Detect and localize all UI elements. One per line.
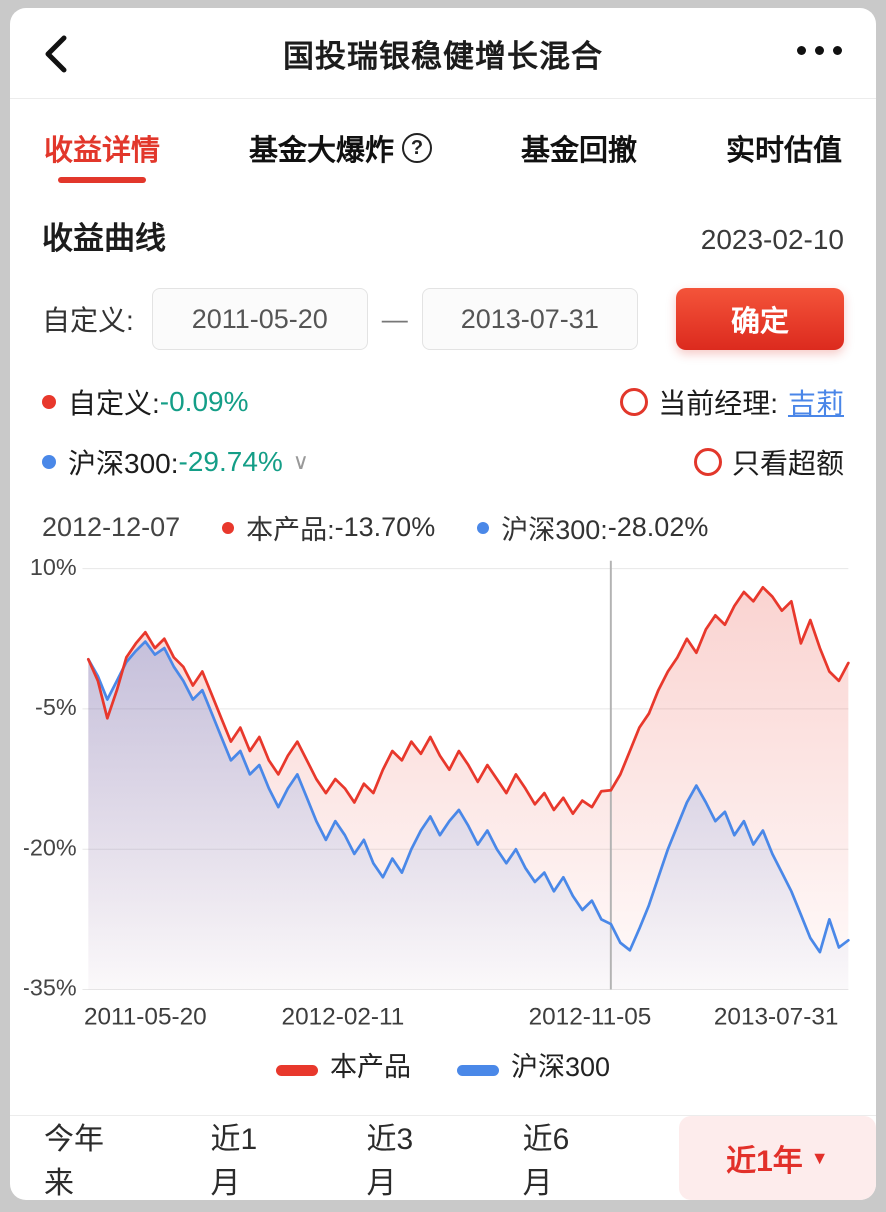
svg-text:2012-11-05: 2012-11-05 [529,1004,652,1031]
page-title: 国投瑞银稳健增长混合 [283,38,603,74]
manager-label: 当前经理: [658,388,778,419]
current-manager-radio[interactable] [620,388,649,416]
chart-legend: 本产品 沪深300 [10,1045,876,1084]
line-chart-svg[interactable]: 10% -5% -20% -35% 2011-05-20 2012-02-11 2012-1… [22,553,862,1036]
header-divider [10,98,876,99]
tooltip-product-value: -13.70% [334,512,436,542]
blue-dot-icon [477,521,490,534]
index-legend-swatch [456,1065,499,1077]
product-legend-swatch [275,1065,318,1077]
custom-range-row: 自定义: 2011-05-20 — 2013-07-31 确定 [10,258,876,350]
period-6m[interactable]: 近6月 [522,1123,570,1200]
red-dot-icon [222,521,235,534]
svg-text:2012-02-11: 2012-02-11 [282,1004,405,1031]
help-icon[interactable]: ? [402,133,432,163]
custom-return-label: 自定义: [68,388,160,419]
dropdown-arrow-icon: ▼ [810,1147,829,1168]
period-1y[interactable]: 近1年 ▼ [678,1116,876,1200]
tooltip-index-value: -28.02% [607,512,709,542]
tooltip-product-label: 本产品: [246,515,335,545]
tab-fund-drawdown[interactable]: 基金回撤 [520,135,637,167]
svg-text:2011-05-20: 2011-05-20 [84,1004,207,1031]
more-menu-icon[interactable] [797,46,842,55]
index-legend-label: 沪深300 [510,1052,611,1083]
back-icon[interactable] [36,32,76,76]
start-date-input[interactable]: 2011-05-20 [151,288,368,350]
tab-bar: 收益详情 基金大爆炸 ? 基金回撤 实时估值 [10,99,876,187]
period-3m[interactable]: 近3月 [366,1123,414,1200]
tab-income-detail[interactable]: 收益详情 [44,117,160,183]
range-dash: — [381,303,408,334]
period-1m[interactable]: 近1月 [210,1123,258,1200]
crosshair-tooltip: 2012-12-07 本产品: -13.70% 沪深300: -28.02% [10,508,876,547]
performance-chart[interactable]: 10% -5% -20% -35% 2011-05-20 2012-02-11 2012-1… [10,547,876,1041]
index-return-value: -29.74% [178,446,283,477]
svg-text:10%: 10% [30,554,77,580]
svg-text:-20%: -20% [24,834,77,860]
index-return-label: 沪深300: [68,448,179,479]
red-dot-icon [42,395,56,409]
tab-realtime-estimate[interactable]: 实时估值 [725,135,842,167]
section-title: 收益曲线 [42,221,166,256]
end-date-input[interactable]: 2013-07-31 [421,288,638,350]
svg-text:-5%: -5% [35,694,77,720]
chevron-down-icon[interactable]: ∨ [292,449,309,474]
blue-dot-icon [42,455,56,469]
custom-return-value: -0.09% [159,386,249,417]
svg-text:2013-07-31: 2013-07-31 [714,1004,839,1031]
tooltip-index-label: 沪深300: [501,515,608,545]
legend-row-index: 沪深300: -29.74% ∨ 只看超额 [10,442,876,482]
header: 国投瑞银稳健增长混合 [10,8,876,98]
fund-detail-page: 国投瑞银稳健增长混合 收益详情 基金大爆炸 ? 基金回撤 实时估值 收益曲线 2… [10,8,876,1200]
product-legend-label: 本产品 [329,1052,411,1083]
confirm-button[interactable]: 确定 [676,288,844,350]
as-of-date: 2023-02-10 [700,224,844,255]
manager-name-link[interactable]: 吉莉 [787,388,844,419]
excess-only-radio[interactable] [693,448,722,476]
legend-row-custom: 自定义: -0.09% 当前经理: 吉莉 [10,382,876,422]
bottom-divider [10,1115,876,1116]
tooltip-date: 2012-12-07 [42,512,181,542]
excess-only-label: 只看超额 [731,448,844,479]
svg-text:-35%: -35% [24,975,77,1001]
tab-fund-explosion[interactable]: 基金大爆炸 ? [249,117,432,169]
period-ytd[interactable]: 今年来 [44,1123,104,1200]
section-header: 收益曲线 2023-02-10 [10,187,876,258]
custom-range-label: 自定义: [42,305,134,336]
period-selector: 今年来 近1月 近3月 近6月 近1年 ▼ [10,1116,876,1200]
